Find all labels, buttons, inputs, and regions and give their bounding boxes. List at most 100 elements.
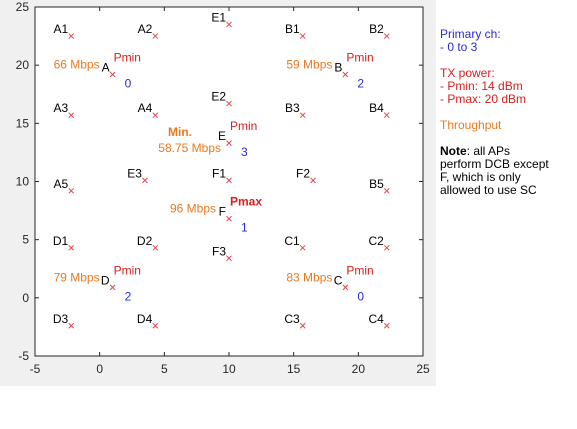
ap-marker [109, 71, 116, 78]
ap-point-a1: A1 [54, 22, 75, 39]
ap-label: C4 [368, 312, 384, 326]
annotation-b: Pmin 2 59 Mbps [286, 50, 373, 90]
ap-point-f: F [219, 205, 232, 222]
ap-point-b2: B2 [369, 22, 390, 39]
ap-label: F [219, 205, 226, 219]
ap-label: F2 [296, 166, 310, 180]
y-tick-label: 0 [22, 291, 29, 305]
ap-marker [310, 177, 316, 184]
tx-power-title: TX power: [440, 66, 495, 80]
ap-point-e3: E3 [127, 166, 148, 184]
ap-label: D4 [137, 312, 153, 326]
ap-label: B4 [369, 101, 384, 115]
ap-label: D1 [53, 234, 69, 248]
power-label: Pmin [114, 263, 141, 277]
ap-point-a3: A3 [54, 101, 75, 119]
power-label: Pmin [114, 50, 141, 64]
ap-marker [226, 177, 232, 184]
throughput-label: 66 Mbps [54, 57, 100, 71]
tx-power-pmin: - Pmin: 14 dBm [440, 79, 523, 93]
ap-point-b5: B5 [369, 177, 390, 194]
ap-marker [152, 244, 159, 251]
ap-marker [383, 244, 390, 251]
annotation-a: Pmin 0 66 Mbps [54, 50, 141, 90]
ap-label: B1 [285, 22, 300, 36]
ap-marker [342, 284, 349, 291]
y-tick-label: -5 [18, 349, 29, 363]
ap-point-e2: E2 [211, 90, 232, 107]
ap-label: C3 [284, 312, 300, 326]
ap-point-b: B [334, 60, 349, 78]
x-tick-label: 10 [222, 362, 236, 376]
ap-point-c1: C1 [284, 234, 306, 251]
ap-marker [226, 21, 232, 28]
ap-marker [152, 322, 159, 329]
ap-point-a5: A5 [54, 177, 75, 194]
ap-marker [383, 33, 390, 39]
ap-point-e: E [218, 129, 232, 146]
channel-label: 0 [357, 289, 364, 303]
ap-point-d2: D2 [137, 234, 159, 251]
note-line-2: perform DCB except [440, 157, 549, 171]
ap-point-f1: F1 [212, 166, 232, 184]
ap-label: A3 [54, 101, 69, 115]
ap-label: A4 [138, 101, 153, 115]
ap-label: B [334, 60, 342, 74]
x-tick-label: 5 [161, 362, 168, 376]
ap-point-c4: C4 [368, 312, 390, 329]
annotation-c: Pmin 0 83 Mbps [286, 263, 373, 303]
ap-marker [142, 177, 148, 184]
ap-point-c3: C3 [284, 312, 306, 329]
x-tick-label: 0 [96, 362, 103, 376]
ap-label: A1 [54, 22, 69, 36]
y-tick-label: 15 [16, 116, 30, 130]
ap-marker [68, 187, 75, 194]
ap-marker [226, 100, 232, 107]
ap-marker [383, 322, 390, 329]
note-legend: Note: all APs perform DCB except F, whic… [440, 145, 575, 197]
channel-label: 3 [241, 145, 248, 159]
ap-marker [226, 140, 232, 146]
ap-label: D [101, 273, 110, 287]
ap-label: C2 [368, 234, 384, 248]
ap-point-e1: E1 [211, 10, 232, 28]
ap-marker [152, 112, 159, 119]
channel-label: 1 [241, 221, 248, 235]
ap-marker [226, 255, 232, 262]
primary-channel-legend: Primary ch: - 0 to 3 [440, 28, 575, 54]
ap-marker [152, 33, 159, 39]
legend-panel: Primary ch: - 0 to 3 TX power: - Pmin: 1… [440, 28, 575, 210]
channel-label: 2 [125, 289, 132, 303]
y-tick-label: 10 [16, 175, 30, 189]
annotation-d: Pmin 2 79 Mbps [54, 263, 141, 303]
throughput-prefix: Min. [168, 125, 192, 139]
ap-point-b1: B1 [285, 22, 306, 39]
ap-point-c: C [334, 273, 349, 291]
y-tick-label: 20 [16, 58, 30, 72]
throughput-label: 83 Mbps [286, 270, 332, 284]
ap-label: F3 [212, 244, 226, 258]
ap-label: E1 [211, 10, 226, 24]
note-line-1: : all APs [466, 144, 511, 158]
axes-box [34, 6, 424, 357]
ap-label: B5 [369, 177, 384, 191]
ap-label: F1 [212, 166, 226, 180]
ap-marker [299, 33, 306, 39]
ap-point-f3: F3 [212, 244, 232, 262]
ap-marker [68, 322, 75, 329]
ap-point-a: A [102, 60, 116, 78]
throughput-legend: Throughput [440, 119, 575, 132]
ap-marker [299, 322, 306, 329]
ap-label: E2 [211, 90, 226, 104]
ap-point-f2: F2 [296, 166, 316, 184]
ap-marker [383, 187, 390, 194]
throughput-label: 58.75 Mbps [158, 141, 221, 155]
note-line-3: F, which is only [440, 170, 521, 184]
ap-label: A5 [54, 177, 69, 191]
ap-label: E [218, 129, 226, 143]
ap-point-b4: B4 [369, 101, 390, 119]
ap-label: A [102, 60, 110, 74]
throughput-title: Throughput [440, 118, 502, 132]
ap-point-d3: D3 [53, 312, 75, 329]
